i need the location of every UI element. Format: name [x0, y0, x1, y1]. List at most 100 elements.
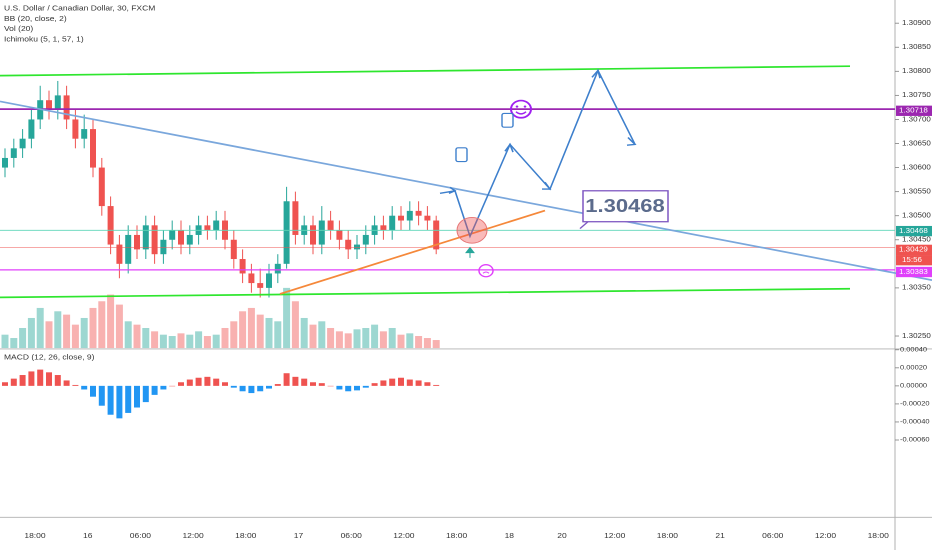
time-label: 18:00 [657, 532, 679, 540]
volume-bar [335, 331, 343, 349]
smiley-mouth [515, 111, 527, 115]
volume-bar [371, 324, 379, 349]
volume-bar [36, 307, 44, 349]
volume-bar [45, 321, 53, 349]
candle-body [398, 215, 404, 221]
candle-body [327, 220, 334, 231]
macd-bar [301, 378, 308, 386]
volume-bar [309, 324, 317, 349]
candle-body [415, 210, 422, 216]
time-label: 12:00 [815, 532, 837, 540]
volume-bar [124, 321, 132, 349]
volume-bar [344, 333, 352, 349]
macd-bar [204, 376, 211, 386]
macd-bar [46, 372, 52, 386]
volume-bar [115, 304, 123, 349]
candle-body [81, 129, 88, 139]
candle-body [389, 215, 396, 231]
candle-body [107, 206, 114, 245]
volume-bar [362, 327, 370, 349]
time-label: 18:00 [868, 532, 890, 540]
price-tick-label: 1.30850 [902, 43, 931, 51]
time-label: 06:00 [341, 532, 363, 540]
volume-bar [63, 314, 71, 349]
macd-bar [371, 383, 378, 386]
candle-body [134, 234, 140, 250]
volume-bar [10, 338, 18, 349]
macd-bar [433, 384, 440, 386]
volume-bar [203, 336, 211, 349]
volume-bar [151, 331, 159, 349]
macd-bar [345, 385, 352, 392]
candle-body [239, 259, 246, 274]
volume-bar [159, 334, 167, 349]
macd-bar [186, 379, 193, 386]
candle-body [274, 263, 281, 274]
candle-body [151, 225, 158, 255]
candle-body [19, 138, 26, 149]
candle-body [178, 230, 184, 245]
countdown-label: 15:56 [902, 256, 922, 264]
macd-bar [274, 384, 281, 386]
frowny-mouth [482, 271, 490, 274]
macd-bar [28, 371, 35, 386]
price-badge-label: 1.30468 [899, 226, 928, 234]
countdown-badge [896, 255, 932, 266]
volume-bar [432, 340, 440, 349]
macd-bar [10, 378, 17, 386]
price-tick-label: 1.30800 [902, 67, 931, 75]
candle-body [142, 225, 149, 250]
volume-bar [353, 329, 361, 349]
callout-box [582, 190, 669, 223]
macd-bar [107, 385, 114, 415]
candle-body [257, 283, 264, 288]
volume-bar [71, 324, 79, 349]
macd-bar [406, 379, 413, 386]
macd-bar [239, 385, 246, 392]
volume-bar [406, 333, 414, 349]
indicator-label: BB (20, close, 2) [4, 14, 67, 22]
volume-bar [318, 321, 326, 349]
volume-bar [265, 317, 273, 349]
candle-body [318, 220, 325, 245]
price-tick-label: 1.30500 [902, 211, 931, 219]
hand-icon [501, 112, 514, 128]
volume-bar [239, 311, 247, 349]
time-label: 12:00 [393, 532, 415, 540]
macd-bar [37, 369, 44, 386]
price-badge-label: 1.30383 [899, 267, 928, 275]
macd-bar [142, 385, 149, 403]
macd-bar [283, 373, 290, 386]
macd-label: MACD (12, 26, close, 9) [4, 353, 95, 361]
volume-bar [80, 317, 88, 349]
price-tick-label: 1.30600 [902, 163, 931, 171]
volume-bar [247, 307, 255, 349]
smiley-eye [523, 105, 527, 108]
volume-bar [1, 334, 9, 349]
macd-bar [63, 380, 70, 386]
frowny [478, 264, 494, 278]
candle-body [28, 119, 35, 139]
macd-bar [398, 377, 404, 386]
smiley-eye [515, 105, 519, 108]
candle-body [90, 129, 96, 168]
price-tick-label: 1.30900 [902, 19, 931, 27]
macd-bar [380, 380, 387, 386]
volume-bar [327, 327, 335, 349]
callout-tail [579, 221, 589, 230]
time-label: 18:00 [235, 532, 257, 540]
candle-body [169, 230, 176, 240]
smiley [510, 99, 532, 119]
time-label: 16 [83, 532, 93, 540]
candle-body [362, 234, 369, 245]
macd-bar [195, 377, 202, 386]
price-badge-label: 1.30718 [899, 106, 928, 114]
price-tick-label: 1.30450 [902, 235, 931, 243]
candle-body [213, 220, 220, 231]
highlight-circle [456, 216, 488, 244]
volume-bar [397, 334, 405, 349]
time-label: 21 [715, 532, 725, 540]
candle-body [230, 239, 237, 260]
macd-bar [90, 385, 96, 397]
